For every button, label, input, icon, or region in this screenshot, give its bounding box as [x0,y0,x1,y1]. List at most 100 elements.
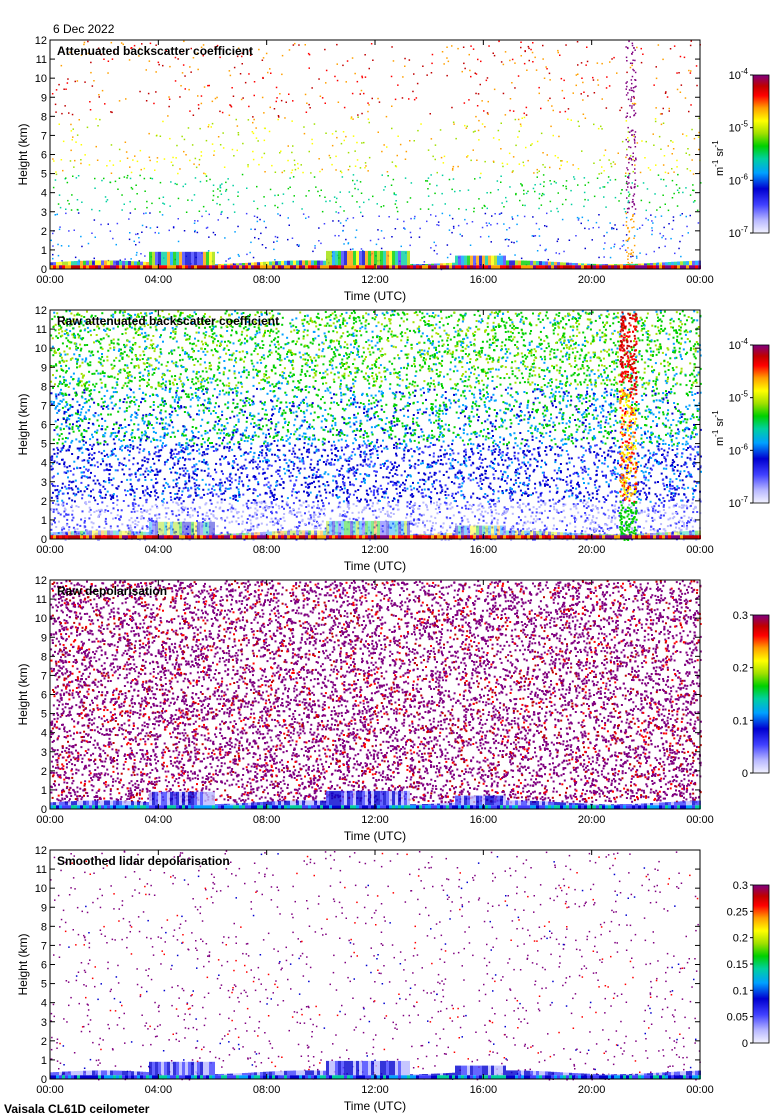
colorbar-tick-label: 10-7 [729,225,749,240]
x-tick-label: 04:00 [145,274,173,286]
y-tick-label: 3 [41,747,47,759]
x-tick-label: 12:00 [361,274,389,286]
y-tick-label: 11 [36,864,47,876]
y-tick-label: 7 [41,400,47,412]
colorbar-tick-label: 10-7 [729,495,749,510]
y-tick-label: 10 [35,883,47,895]
y-tick-label: 12 [35,35,47,47]
y-axis-label: Height (km) [16,663,30,725]
colorbar-tick-label: 10-4 [729,337,749,352]
x-axis-label: Time (UTC) [344,559,406,573]
y-tick-label: 10 [35,613,47,625]
colorbar-tick-label: 10-6 [729,442,749,457]
plot-background [50,40,700,269]
x-tick-label: 12:00 [361,1084,389,1096]
y-tick-label: 5 [41,169,47,181]
colorbar-tick-label: 0.3 [733,880,748,892]
y-tick-label: 1 [41,245,47,257]
y-tick-label: 2 [41,496,47,508]
colorbar-tick-label: 10-6 [729,172,749,187]
x-tick-label: 16:00 [470,814,498,826]
y-tick-label: 11 [36,594,47,606]
y-tick-label: 8 [41,921,47,933]
x-tick-label: 00:00 [686,274,714,286]
y-tick-label: 7 [41,940,47,952]
y-tick-label: 8 [41,651,47,663]
colorbar-tick-label: 0 [742,768,748,780]
colorbar-tick-label: 0.2 [733,933,748,945]
colorbar: 0.30.20.10 [733,610,769,780]
x-tick-label: 16:00 [470,1084,498,1096]
colorbar-gradient [753,345,769,503]
colorbar: 0.30.250.20.150.10.050 [727,880,769,1050]
y-tick-label: 7 [41,130,47,142]
y-tick-label: 5 [41,439,47,451]
y-tick-label: 3 [41,207,47,219]
y-tick-label: 1 [41,785,47,797]
y-tick-label: 3 [41,477,47,489]
y-tick-label: 6 [41,690,47,702]
y-tick-label: 1 [41,1055,47,1067]
y-tick-label: 4 [41,998,47,1010]
y-tick-label: 5 [41,979,47,991]
panel-title: Raw depolarisation [57,584,167,598]
panel-title: Raw attenuated backscatter coefficient [57,314,279,328]
y-tick-label: 12 [35,845,47,857]
y-tick-label: 6 [41,150,47,162]
y-tick-label: 11 [36,324,47,336]
y-tick-label: 4 [41,458,47,470]
x-tick-label: 08:00 [253,814,281,826]
colorbar: 10-410-510-610-7m-1 sr-1 [711,337,769,510]
y-tick-label: 8 [41,111,47,123]
x-tick-label: 04:00 [145,1084,173,1096]
x-tick-label: 00:00 [686,1084,714,1096]
x-tick-label: 12:00 [361,814,389,826]
colorbar-label: m-1 sr-1 [711,410,726,446]
y-tick-label: 9 [41,632,47,644]
x-tick-label: 08:00 [253,544,281,556]
y-tick-label: 11 [36,54,47,66]
x-tick-label: 04:00 [145,544,173,556]
x-tick-label: 00:00 [36,274,64,286]
data-speckle [50,580,702,809]
y-tick-label: 2 [41,1036,47,1048]
panel-title: Smoothed lidar depolarisation [57,854,230,868]
y-tick-label: 12 [35,575,47,587]
x-tick-label: 00:00 [36,544,64,556]
plot-area [50,580,702,809]
colorbar: 10-410-510-610-7m-1 sr-1 [711,67,769,240]
colorbar-tick-label: 0.3 [733,610,748,622]
y-tick-label: 2 [41,226,47,238]
x-tick-label: 08:00 [253,1084,281,1096]
y-tick-label: 4 [41,728,47,740]
x-tick-label: 20:00 [578,274,606,286]
colorbar-tick-label: 0 [742,1038,748,1050]
x-tick-label: 04:00 [145,814,173,826]
x-tick-label: 12:00 [361,544,389,556]
x-axis-label: Time (UTC) [344,829,406,843]
y-tick-label: 12 [35,305,47,317]
x-tick-label: 00:00 [686,544,714,556]
y-axis-label: Height (km) [16,393,30,455]
plot-area [50,310,702,541]
colorbar-tick-label: 0.05 [727,1012,748,1024]
y-axis-label: Height (km) [16,123,30,185]
x-axis-label: Time (UTC) [344,289,406,303]
y-tick-label: 9 [41,902,47,914]
y-tick-label: 10 [35,343,47,355]
y-tick-label: 3 [41,1017,47,1029]
colorbar-tick-label: 10-5 [729,120,749,135]
x-tick-label: 00:00 [686,814,714,826]
y-tick-label: 6 [41,960,47,972]
y-tick-label: 4 [41,188,47,200]
y-tick-label: 5 [41,709,47,721]
y-tick-label: 9 [41,92,47,104]
date-label: 6 Dec 2022 [53,22,115,36]
y-tick-label: 1 [41,515,47,527]
